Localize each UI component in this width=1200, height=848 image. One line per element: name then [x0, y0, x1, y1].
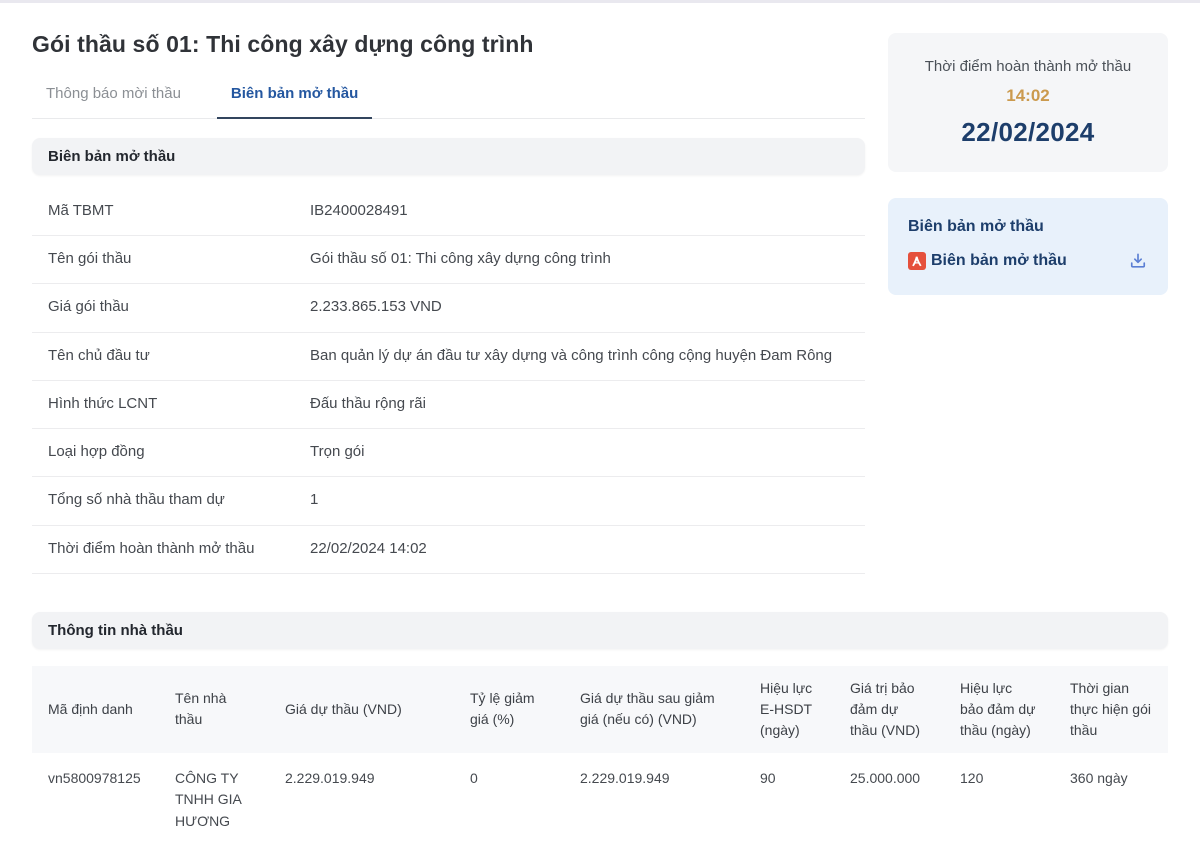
header-row: Mã định danh Tên nhà thầu Giá dự thầu (V…	[32, 665, 1168, 753]
info-row-thoi-diem-mo-thau: Thời điểm hoàn thành mở thầu 22/02/2024 …	[32, 526, 865, 574]
col-ten-nha-thau: Tên nhà thầu	[159, 665, 269, 753]
info-value: Đấu thầu rộng rãi	[310, 394, 426, 412]
contractor-section-header: Thông tin nhà thầu	[32, 611, 1168, 649]
top-border-strip	[0, 0, 1200, 3]
download-card-title: Biên bản mở thầu	[908, 218, 1044, 235]
info-label: Giá gói thầu	[48, 298, 129, 316]
bid-opening-info-list: Mã TBMT IB2400028491 Tên gói thầu Gói th…	[32, 188, 865, 574]
contractor-section: Thông tin nhà thầu Mã định danh Tên nhà …	[32, 611, 1168, 848]
cell-ten-nha-thau: CÔNG TY TNHH GIA HƯƠNG	[175, 769, 242, 830]
info-label: Mã TBMT	[48, 201, 114, 219]
tab-bar: Thông báo mời thầu Biên bản mở thầu	[32, 81, 865, 119]
cell-thoi-gian-thuc-hien: 360 ngày	[1070, 769, 1128, 786]
info-row-tong-so-nha-thau: Tổng số nhà thầu tham dự 1	[32, 477, 865, 526]
table-row: vn5800978125 CÔNG TY TNHH GIA HƯƠNG 2.22…	[32, 753, 1168, 848]
main-content: Gói thầu số 01: Thi công xây dựng công t…	[32, 3, 865, 574]
info-value: IB2400028491	[310, 201, 408, 219]
cell-hieu-luc-bao-dam: 120	[960, 769, 984, 786]
bid-record-file-link[interactable]: Biên bản mở thầu	[908, 251, 1148, 271]
cell-hieu-luc-ehsdt: 90	[760, 769, 776, 786]
info-value: Trọn gói	[310, 443, 365, 460]
col-thoi-gian-thuc-hien: Thời gian thực hiện gói thầu	[1054, 665, 1168, 753]
cell-gia-tri-bao-dam: 25.000.000	[850, 769, 921, 786]
cell-gia-sau-giam-gia: 2.229.019.949	[580, 769, 670, 786]
col-gia-du-thau: Giá dự thầu (VND)	[269, 665, 454, 753]
info-row-ten-chu-dau-tu: Tên chủ đầu tư Ban quản lý dự án đầu tư …	[32, 333, 865, 381]
info-label: Loại hợp đồng	[48, 443, 145, 460]
contractor-table-head: Mã định danh Tên nhà thầu Giá dự thầu (V…	[32, 665, 1168, 753]
col-hieu-luc-ehsdt: Hiệu lực E-HSDT (ngày)	[744, 665, 834, 753]
info-row-loai-hop-dong: Loại hợp đồng Trọn gói	[32, 429, 865, 478]
cell-ty-le-giam-gia: 0	[470, 769, 478, 786]
col-ty-le-giam-gia: Tỷ lệ giảm giá (%)	[454, 665, 564, 753]
info-label: Tổng số nhà thầu tham dự	[48, 491, 225, 509]
info-label: Hình thức LCNT	[48, 394, 158, 412]
completion-time-card: Thời điểm hoàn thành mở thầu 14:02 22/02…	[888, 33, 1168, 172]
col-hieu-luc-bao-dam: Hiệu lực bảo đảm dự thầu (ngày)	[944, 665, 1054, 753]
col-gia-sau-giam-gia: Giá dự thầu sau giảm giá (nếu có) (VND)	[564, 665, 744, 753]
tab-bien-ban-mo-thau[interactable]: Biên bản mở thầu	[216, 81, 373, 119]
completion-time-label: Thời điểm hoàn thành mở thầu	[924, 58, 1132, 75]
bid-package-page: Gói thầu số 01: Thi công xây dựng công t…	[0, 3, 1200, 848]
contractor-table-body: vn5800978125 CÔNG TY TNHH GIA HƯƠNG 2.22…	[32, 753, 1168, 848]
completion-date-value: 22/02/2024	[961, 117, 1095, 147]
cell-ma-dinh-danh: vn5800978125	[48, 769, 141, 786]
info-label: Tên gói thầu	[48, 250, 132, 267]
cell-gia-du-thau: 2.229.019.949	[285, 769, 375, 786]
info-label: Thời điểm hoàn thành mở thầu	[48, 539, 255, 557]
tab-thong-bao-moi-thau[interactable]: Thông báo mời thầu	[46, 84, 181, 102]
col-gia-tri-bao-dam: Giá trị bảo đảm dự thầu (VND)	[834, 665, 944, 753]
info-value: 1	[310, 491, 319, 509]
info-row-gia-goi-thau: Giá gói thầu 2.233.865.153 VND	[32, 284, 865, 333]
contractor-table: Mã định danh Tên nhà thầu Giá dự thầu (V…	[32, 665, 1168, 848]
info-row-ma-tbmt: Mã TBMT IB2400028491	[32, 188, 865, 236]
info-value: 22/02/2024 14:02	[310, 539, 427, 557]
info-value: Gói thầu số 01: Thi công xây dựng công t…	[310, 250, 611, 267]
sidebar: Thời điểm hoàn thành mở thầu 14:02 22/02…	[888, 3, 1168, 295]
download-icon[interactable]	[1128, 251, 1148, 271]
col-ma-dinh-danh: Mã định danh	[32, 665, 159, 753]
pdf-icon	[908, 252, 926, 270]
info-value: Ban quản lý dự án đầu tư xây dựng và côn…	[310, 346, 833, 364]
info-row-ten-goi-thau: Tên gói thầu Gói thầu số 01: Thi công xâ…	[32, 236, 865, 285]
info-value: 2.233.865.153 VND	[310, 298, 442, 316]
info-row-hinh-thuc-lcnt: Hình thức LCNT Đấu thầu rộng rãi	[32, 381, 865, 429]
page-title: Gói thầu số 01: Thi công xây dựng công t…	[32, 31, 534, 57]
completion-time-value: 14:02	[1006, 86, 1050, 105]
bid-opening-section-header: Biên bản mở thầu	[32, 137, 865, 175]
bid-record-file-label: Biên bản mở thầu	[931, 252, 1067, 269]
info-label: Tên chủ đầu tư	[48, 346, 150, 364]
bid-record-download-card: Biên bản mở thầu Biên bản mở thầu	[888, 198, 1168, 295]
